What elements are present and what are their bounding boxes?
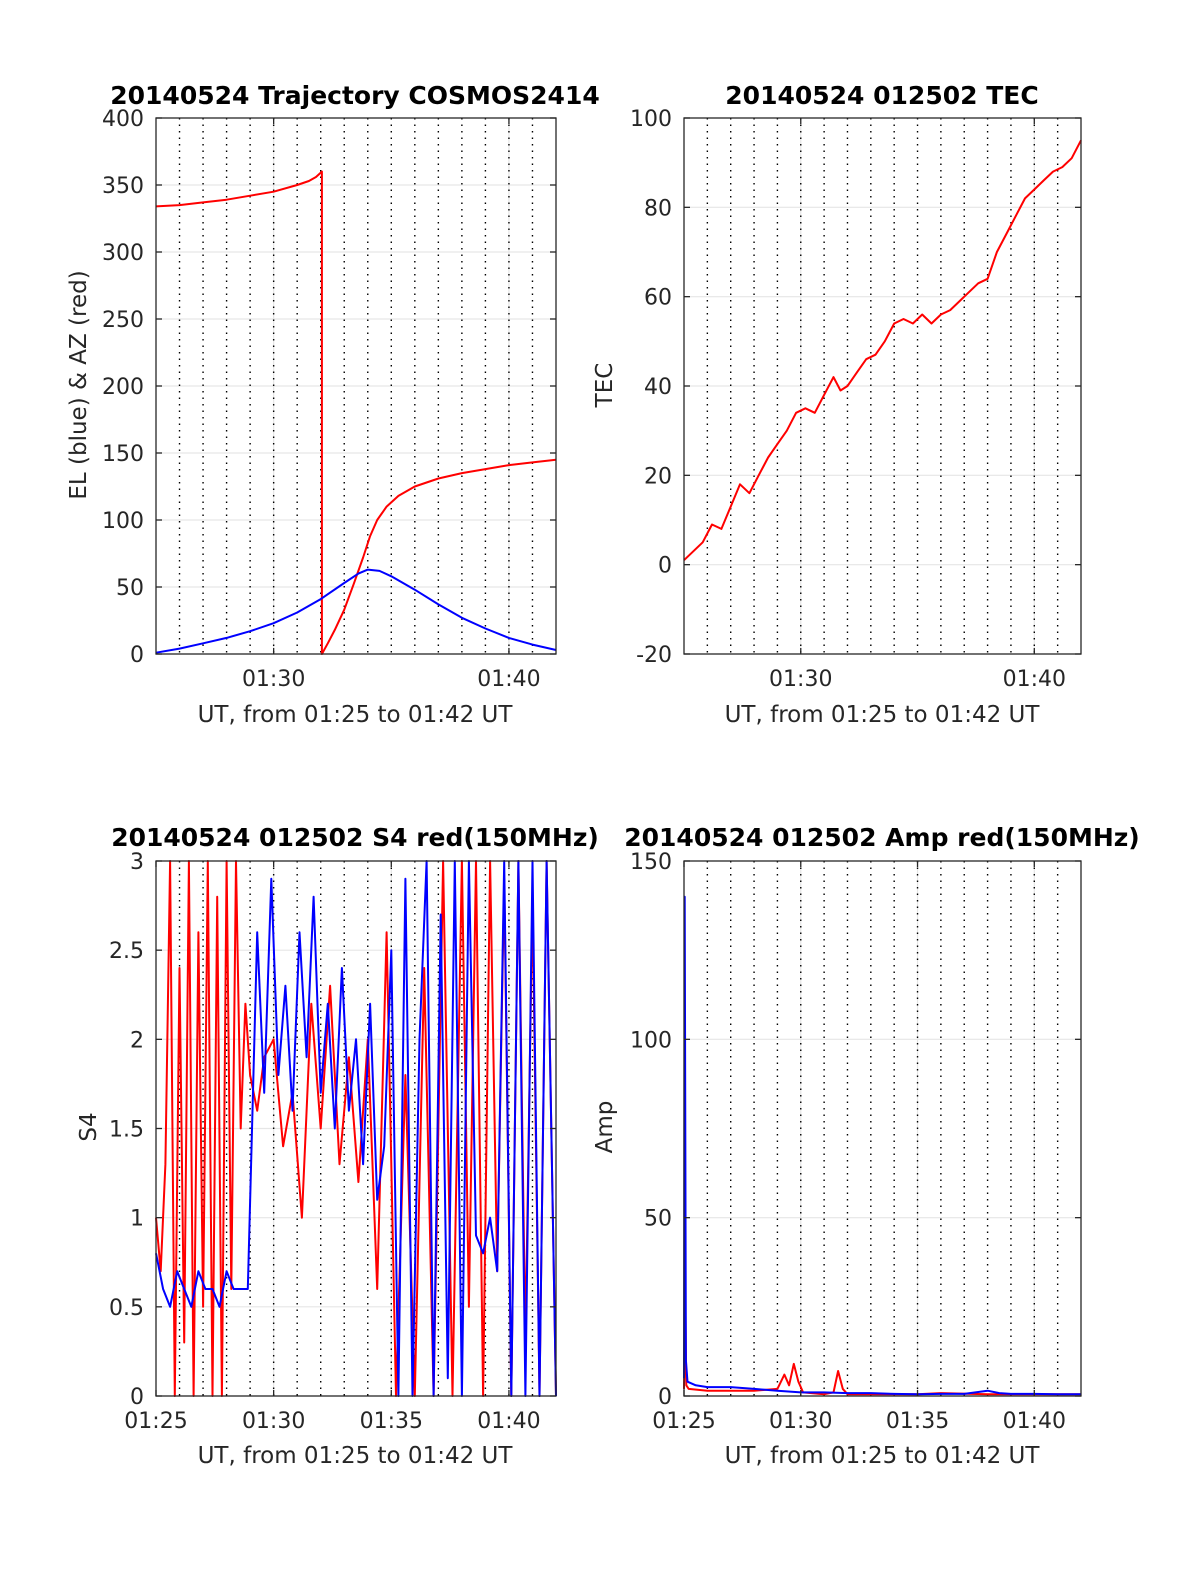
trajectory-ytick-label: 0 (130, 643, 144, 668)
tec-data (683, 139, 1082, 561)
s4-ytick-label: 2.5 (109, 939, 144, 964)
s4-ytick-label: 1 (130, 1207, 144, 1232)
amp-xtick-label: 01:40 (1003, 1409, 1066, 1434)
s4-axes: 0 0.5 1 1.5 2 2.5 3 01:25 01:30 01:35 01:40 (109, 850, 557, 1434)
tec-xlabel: UT, from 01:25 to 01:42 UT (725, 702, 1041, 728)
amp-ylabel: Amp (592, 1101, 618, 1154)
tec-panel: 20140524 012502 TEC UT, from 01:25 to 01… (592, 81, 1082, 728)
s4-ytick-label: 0.5 (109, 1296, 144, 1321)
trajectory-axes: 0 50 100 150 200 250 300 350 400 01:30 01:40 (102, 107, 557, 692)
tec-ytick-label: 60 (644, 286, 672, 311)
amp-xlabel: UT, from 01:25 to 01:42 UT (725, 1443, 1041, 1469)
tec-ytick-label: 40 (644, 375, 672, 400)
s4-ytick-label: 2 (130, 1028, 144, 1053)
trajectory-ytick-label: 350 (102, 174, 144, 199)
s4-xlabel: UT, from 01:25 to 01:42 UT (198, 1443, 514, 1469)
trajectory-ylabel: EL (blue) & AZ (red) (66, 270, 92, 499)
s4-ytick-label: 3 (130, 850, 144, 875)
amp-xtick-label: 01:30 (769, 1409, 832, 1434)
s4-ytick-label: 1.5 (109, 1118, 144, 1143)
trajectory-ytick-label: 400 (102, 107, 144, 132)
trajectory-data (155, 170, 557, 655)
s4-xtick-label: 01:25 (124, 1409, 187, 1434)
tec-ytick-label: 0 (658, 554, 672, 579)
s4-title: 20140524 012502 S4 red(150MHz) (111, 823, 599, 852)
amp-axes-box (683, 860, 1082, 1397)
s4-data (155, 860, 557, 1397)
amp-ytick-label: 100 (630, 1028, 672, 1053)
amp-xtick-label: 01:35 (886, 1409, 949, 1434)
amp-ytick-label: 50 (644, 1207, 672, 1232)
s4-xtick-label: 01:30 (242, 1409, 305, 1434)
s4-xtick-label: 01:40 (477, 1409, 540, 1434)
amp-panel: 20140524 012502 Amp red(150MHz) UT, from… (592, 823, 1140, 1469)
s4-series-blue-line (155, 860, 557, 1397)
trajectory-ytick-label: 250 (102, 308, 144, 333)
trajectory-xtick-label: 01:40 (477, 667, 540, 692)
tec-series-tec-line (683, 139, 1082, 561)
s4-series-red-line (155, 860, 557, 1397)
amp-data (683, 895, 1081, 1396)
trajectory-ytick-label: 150 (102, 442, 144, 467)
tec-title: 20140524 012502 TEC (725, 81, 1038, 110)
amp-ytick-label: 150 (630, 850, 672, 875)
s4-ytick-label: 0 (130, 1385, 144, 1410)
trajectory-series-az-line (155, 170, 557, 655)
trajectory-ytick-label: 300 (102, 241, 144, 266)
trajectory-ytick-label: 100 (102, 509, 144, 534)
tec-ytick-label: -20 (636, 643, 672, 668)
tec-ytick-label: 100 (630, 107, 672, 132)
tec-axes: -20 0 20 40 60 80 100 01:30 01:40 (630, 107, 1082, 692)
amp-xtick-label: 01:25 (652, 1409, 715, 1434)
trajectory-grid (156, 118, 556, 654)
trajectory-series-el-line (155, 568, 557, 654)
tec-xtick-label: 01:40 (1003, 667, 1066, 692)
tec-ytick-label: 20 (644, 464, 672, 489)
trajectory-panel: 20140524 Trajectory COSMOS2414 UT, from … (66, 81, 600, 728)
trajectory-xlabel: UT, from 01:25 to 01:42 UT (198, 702, 514, 728)
amp-axes: 0 50 100 150 01:25 01:30 01:35 01:40 (630, 850, 1082, 1434)
trajectory-ytick-label: 50 (116, 576, 144, 601)
tec-ylabel: TEC (592, 363, 618, 409)
trajectory-ytick-label: 200 (102, 375, 144, 400)
s4-panel: 20140524 012502 S4 red(150MHz) UT, from … (76, 823, 599, 1469)
trajectory-xtick-label: 01:30 (242, 667, 305, 692)
amp-ytick-label: 0 (658, 1385, 672, 1410)
tec-ytick-label: 80 (644, 196, 672, 221)
tec-xtick-label: 01:30 (769, 667, 832, 692)
s4-ylabel: S4 (76, 1112, 102, 1141)
amp-grid (684, 861, 1081, 1396)
amp-title: 20140524 012502 Amp red(150MHz) (624, 823, 1140, 852)
trajectory-title: 20140524 Trajectory COSMOS2414 (110, 81, 600, 110)
s4-xtick-label: 01:35 (360, 1409, 423, 1434)
amp-series-blue-line (683, 895, 1081, 1396)
